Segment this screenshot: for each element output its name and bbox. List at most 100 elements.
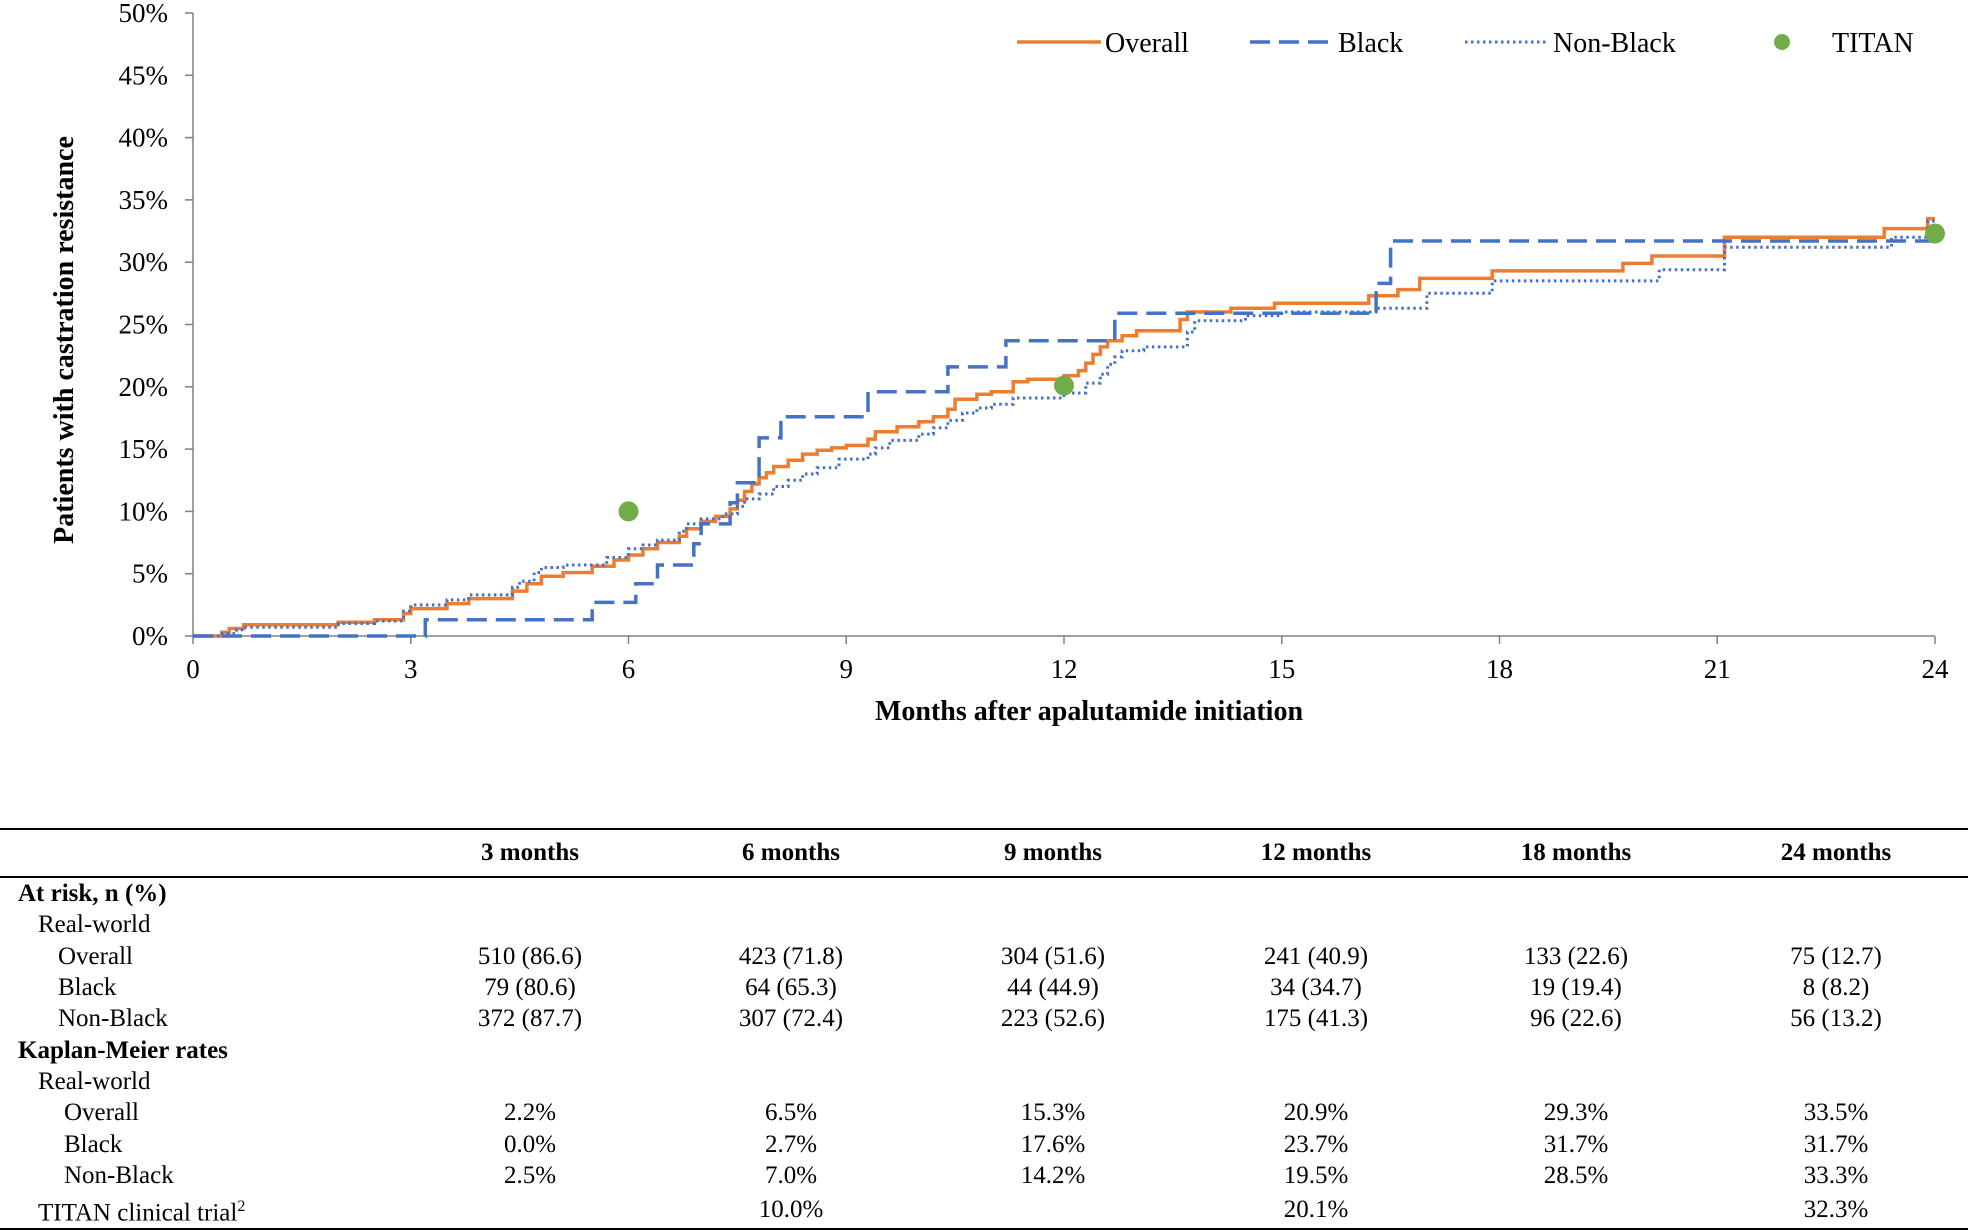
table-header-cell: 18 months (1448, 828, 1704, 878)
table-cell (400, 877, 660, 909)
table-cell (400, 1066, 660, 1097)
table-header-cell: 6 months (660, 828, 922, 878)
table-cell (1184, 1066, 1448, 1097)
row-label: Real-world (38, 911, 151, 939)
table-cell (922, 1190, 1184, 1230)
table-cell: 133 (22.6) (1523, 942, 1629, 970)
table-cell (1704, 877, 1968, 909)
table-cell: 64 (65.3) (745, 974, 837, 1002)
y-tick-label: 45% (119, 60, 169, 90)
x-tick-label: 15 (1268, 654, 1295, 684)
titan-marker (618, 501, 639, 522)
table-cell: 34 (34.7) (1270, 974, 1362, 1002)
table-cell: 23.7% (1283, 1130, 1349, 1158)
table-cell: 75 (12.7) (1790, 942, 1882, 970)
legend-label: TITAN (1832, 28, 1914, 59)
table-cell: 19 (19.4) (1530, 974, 1622, 1002)
table-cell: 19.5% (1283, 1161, 1349, 1189)
table-cell: 8 (8.2) (1802, 974, 1870, 1002)
table-cell (922, 1066, 1184, 1097)
table-row: Overall 510 (86.6) 423 (71.8) 304 (51.6) 241… (0, 941, 1968, 972)
row-label: TITAN clinical trial2 (0, 1190, 400, 1230)
table-cell: 510 (86.6) (477, 942, 583, 970)
table-cell (400, 1034, 660, 1065)
legend-label: Non-Black (1553, 28, 1676, 59)
table-row: Real-world (0, 909, 1968, 940)
footnote-ref: 2 (237, 1197, 246, 1215)
table-cell: 15.3% (1020, 1099, 1086, 1127)
series-line-overall (193, 216, 1935, 638)
titan-marker (1925, 223, 1945, 244)
table-cell: 6.5% (764, 1099, 818, 1127)
table-cell: 17.6% (1020, 1130, 1086, 1158)
table-cell (1184, 877, 1448, 909)
x-tick-label: 9 (840, 654, 854, 684)
table-cell (922, 909, 1184, 940)
table-cell: 175 (41.3) (1263, 1005, 1369, 1033)
row-label: Black (58, 974, 117, 1002)
table-cell (1184, 1034, 1448, 1065)
table-cell (1448, 877, 1704, 909)
table-header-cell: 24 months (1704, 828, 1968, 878)
table-cell (660, 877, 922, 909)
table-cell: 10.0% (660, 1190, 922, 1230)
table-row: Real-world (0, 1066, 1968, 1097)
table-cell: 44 (44.9) (1007, 974, 1099, 1002)
table-cell (1448, 1034, 1704, 1065)
x-tick-label: 21 (1704, 654, 1731, 684)
x-tick-label: 0 (186, 654, 200, 684)
table-cell: 33.5% (1803, 1099, 1869, 1127)
legend-label: Overall (1105, 28, 1189, 59)
table-cell: 304 (51.6) (1000, 942, 1106, 970)
table-cell: 423 (71.8) (738, 942, 844, 970)
table-cell (1448, 1190, 1704, 1230)
row-label: Non-Black (58, 1005, 168, 1033)
series-line-non-black (193, 219, 1935, 638)
risk-table: 3 months 6 months 9 months 12 months 18 mont… (0, 828, 1968, 1230)
row-label: At risk, n (%) (18, 880, 167, 908)
y-tick-label: 15% (119, 434, 169, 464)
titan-marker (1054, 375, 1074, 396)
y-tick-label: 40% (119, 123, 169, 153)
table-cell: 372 (87.7) (477, 1005, 583, 1033)
row-label: Overall (64, 1099, 139, 1127)
table-cell: 31.7% (1803, 1130, 1869, 1158)
row-label: Real-world (38, 1067, 151, 1095)
table-cell: 20.9% (1283, 1099, 1349, 1127)
titan-markers (618, 223, 1945, 522)
table-cell (922, 1034, 1184, 1065)
y-tick-label: 0% (132, 621, 168, 651)
legend: Overall Black Non-Black TITAN (1017, 28, 1914, 59)
table-cell: 33.3% (1803, 1161, 1869, 1189)
row-label: Black (64, 1130, 123, 1158)
table-row: TITAN clinical trial2 10.0% 20.1% 32.3% (0, 1190, 1968, 1230)
table-row: Black 0.0% 2.7% 17.6% 23.7% 31.7% 31.7% (0, 1128, 1968, 1159)
table-cell (1184, 909, 1448, 940)
x-tick-label: 6 (622, 654, 636, 684)
table-cell: 29.3% (1543, 1099, 1609, 1127)
axes: 0% 5% 10% 15% 20% 25% 30% 35% 40% 45% 50% 0 3 6 9 12 15 1… (119, 0, 1950, 684)
table-cell: 14.2% (1020, 1161, 1086, 1189)
table-cell: 31.7% (1543, 1130, 1609, 1158)
y-tick-label: 25% (119, 310, 169, 340)
table-cell: 7.0% (764, 1161, 818, 1189)
table-cell (1704, 1034, 1968, 1065)
table-cell: 2.2% (503, 1099, 557, 1127)
table-cell (400, 1190, 660, 1230)
y-tick-label: 30% (119, 247, 169, 277)
table-header-cell: 9 months (922, 828, 1184, 878)
table-cell (1704, 909, 1968, 940)
km-chart: 0% 5% 10% 15% 20% 25% 30% 35% 40% 45% 50% 0 3 6 9 12 15 1… (49, 0, 1950, 727)
legend-swatch-titan (1774, 34, 1790, 50)
table-header-blank (0, 828, 400, 878)
y-tick-label: 50% (119, 0, 169, 28)
table-cell: 307 (72.4) (738, 1005, 844, 1033)
table-header-cell: 3 months (400, 828, 660, 878)
table-cell: 2.7% (764, 1130, 818, 1158)
table-cell (1448, 909, 1704, 940)
table-cell (922, 877, 1184, 909)
table-cell: 56 (13.2) (1790, 1005, 1882, 1033)
table-cell (400, 909, 660, 940)
y-tick-label: 5% (132, 559, 168, 589)
table-cell (660, 1034, 922, 1065)
